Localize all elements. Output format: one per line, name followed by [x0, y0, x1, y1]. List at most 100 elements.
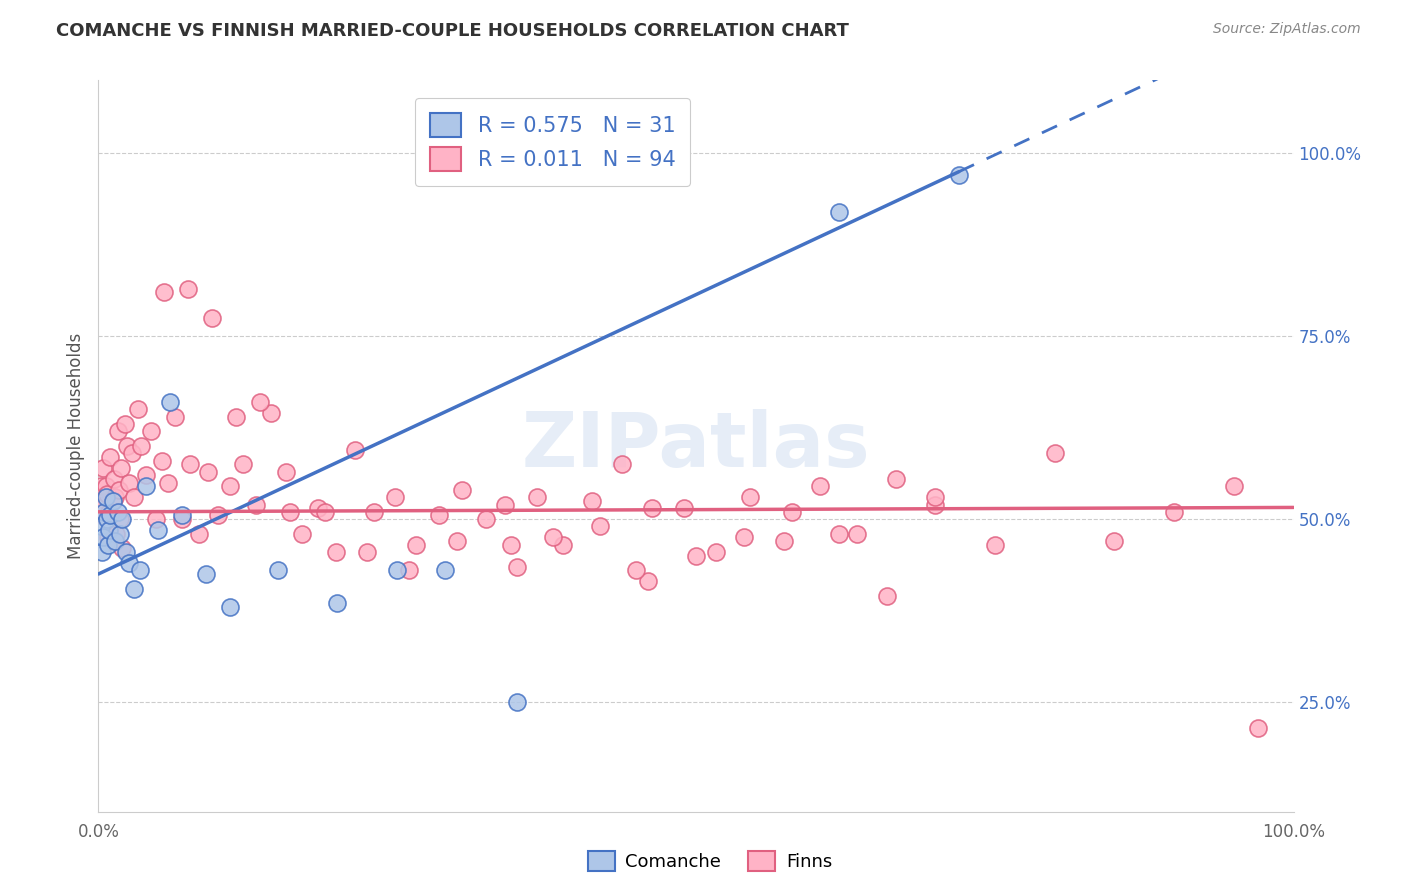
Point — [207, 508, 229, 523]
Point — [249, 395, 271, 409]
Point — [363, 505, 385, 519]
Point — [828, 205, 851, 219]
Point — [274, 465, 297, 479]
Point — [93, 505, 115, 519]
Point — [97, 530, 120, 544]
Point — [526, 490, 548, 504]
Point — [278, 505, 301, 519]
Point — [984, 538, 1007, 552]
Point — [738, 490, 761, 504]
Y-axis label: Married-couple Households: Married-couple Households — [66, 333, 84, 559]
Point — [685, 549, 707, 563]
Point — [96, 486, 118, 500]
Point — [105, 526, 128, 541]
Point — [924, 498, 946, 512]
Point — [100, 534, 122, 549]
Point — [121, 446, 143, 460]
Point — [150, 453, 173, 467]
Point — [91, 461, 114, 475]
Point — [135, 479, 157, 493]
Point — [98, 450, 122, 464]
Point — [1223, 479, 1246, 493]
Point — [385, 563, 409, 577]
Point — [118, 475, 141, 490]
Point — [101, 494, 124, 508]
Point — [225, 409, 247, 424]
Point — [948, 169, 970, 183]
Point — [94, 490, 117, 504]
Point — [111, 541, 134, 556]
Point — [177, 282, 200, 296]
Point — [163, 409, 186, 424]
Point — [506, 695, 529, 709]
Point — [107, 483, 129, 497]
Point — [589, 519, 612, 533]
Point — [846, 526, 869, 541]
Point — [201, 310, 224, 325]
Point — [153, 285, 176, 300]
Point — [115, 439, 138, 453]
Point — [581, 494, 603, 508]
Point — [187, 526, 209, 541]
Point — [325, 545, 347, 559]
Text: COMANCHE VS FINNISH MARRIED-COUPLE HOUSEHOLDS CORRELATION CHART: COMANCHE VS FINNISH MARRIED-COUPLE HOUSE… — [56, 22, 849, 40]
Point — [474, 512, 496, 526]
Point — [107, 425, 129, 439]
Point — [135, 468, 157, 483]
Point — [131, 439, 153, 453]
Point — [129, 563, 152, 577]
Point — [108, 512, 131, 526]
Point — [101, 494, 124, 508]
Point — [172, 512, 194, 526]
Point — [384, 490, 406, 504]
Point — [97, 538, 120, 552]
Point — [808, 479, 831, 493]
Point — [90, 479, 112, 493]
Point — [780, 505, 803, 519]
Legend: Comanche, Finns: Comanche, Finns — [581, 844, 839, 879]
Point — [232, 458, 254, 472]
Point — [405, 538, 427, 552]
Point — [326, 596, 349, 610]
Point — [118, 556, 141, 570]
Point — [124, 490, 146, 504]
Point — [179, 458, 201, 472]
Point — [91, 545, 114, 559]
Point — [641, 501, 664, 516]
Point — [610, 458, 633, 472]
Point — [446, 534, 468, 549]
Point — [219, 599, 242, 614]
Point — [434, 563, 457, 577]
Point — [1247, 721, 1270, 735]
Point — [924, 490, 946, 504]
Point — [356, 545, 378, 559]
Point — [195, 567, 218, 582]
Point — [506, 559, 529, 574]
Point — [124, 582, 146, 596]
Point — [499, 538, 522, 552]
Point — [219, 479, 242, 493]
Point — [541, 530, 564, 544]
Point — [197, 465, 219, 479]
Point — [315, 505, 337, 519]
Point — [626, 563, 648, 577]
Point — [93, 498, 115, 512]
Point — [148, 523, 170, 537]
Point — [98, 508, 122, 523]
Point — [172, 508, 194, 523]
Point — [104, 534, 127, 549]
Point — [107, 505, 129, 519]
Point — [127, 402, 149, 417]
Point — [704, 545, 727, 559]
Point — [773, 534, 796, 549]
Point — [828, 526, 851, 541]
Point — [96, 512, 118, 526]
Point — [884, 472, 907, 486]
Point — [91, 530, 114, 544]
Point — [1104, 534, 1126, 549]
Text: Source: ZipAtlas.com: Source: ZipAtlas.com — [1213, 22, 1361, 37]
Point — [91, 508, 114, 523]
Point — [111, 512, 134, 526]
Point — [98, 523, 121, 537]
Point — [494, 498, 516, 512]
